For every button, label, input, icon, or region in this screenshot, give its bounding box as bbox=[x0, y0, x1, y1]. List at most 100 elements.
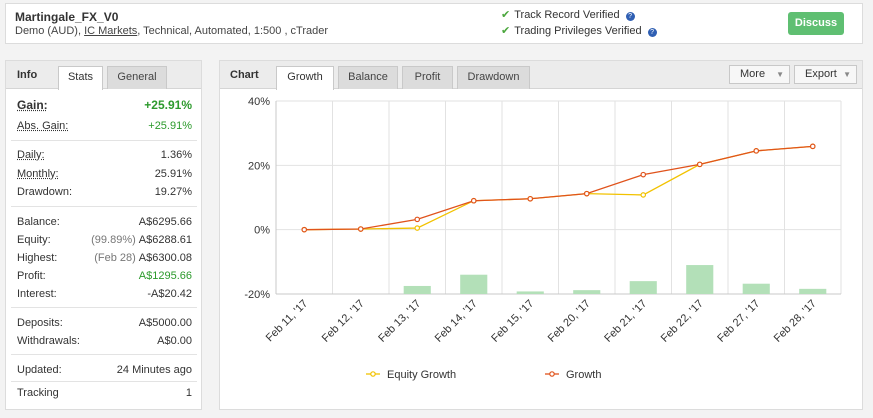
more-label: More bbox=[740, 68, 766, 80]
data-point bbox=[414, 216, 421, 223]
check-icon: ✔ bbox=[501, 25, 511, 37]
trading-privileges-verified: ✔ Trading Privileges Verified? bbox=[501, 24, 657, 37]
deposits-value: A$5000.00 bbox=[138, 317, 192, 329]
interest-label: Interest: bbox=[17, 288, 57, 300]
chart-panel-label: Chart bbox=[230, 69, 259, 81]
monthly-label[interactable]: Monthly: bbox=[17, 168, 59, 180]
bar bbox=[629, 281, 657, 294]
highest-value: A$6300.08 bbox=[138, 252, 192, 264]
balance-label: Balance: bbox=[17, 216, 60, 228]
data-point bbox=[527, 195, 534, 202]
data-point bbox=[414, 225, 421, 231]
abs-gain-label[interactable]: Abs. Gain: bbox=[17, 120, 69, 132]
data-point bbox=[809, 143, 816, 150]
account-subtitle: Demo (AUD), IC Markets, Technical, Autom… bbox=[15, 25, 328, 37]
withdrawals-value: A$0.00 bbox=[157, 335, 192, 347]
more-dropdown[interactable]: More ▼ bbox=[729, 65, 790, 84]
account-details: , Technical, Automated, 1:500 , cTrader bbox=[137, 25, 329, 37]
updated-row: Updated: 24 Minutes ago bbox=[17, 363, 192, 377]
tab-general[interactable]: General bbox=[107, 66, 167, 89]
tracking-label: Tracking bbox=[17, 387, 59, 399]
tab-drawdown[interactable]: Drawdown bbox=[457, 66, 530, 89]
chevron-down-icon: ▼ bbox=[776, 70, 784, 79]
x-tick-label: Feb 11, '17 bbox=[264, 298, 311, 345]
equity-row: Equity: (99.89%) A$6288.61 bbox=[17, 233, 192, 247]
legend-label: Equity Growth bbox=[387, 369, 456, 381]
data-point bbox=[640, 192, 647, 198]
profit-label: Profit: bbox=[17, 270, 46, 282]
data-point bbox=[470, 197, 477, 204]
abs-gain-value: +25.91% bbox=[148, 120, 192, 132]
legend-marker bbox=[549, 371, 555, 377]
highest-label: Highest: bbox=[17, 252, 58, 264]
data-point bbox=[583, 190, 590, 197]
export-label: Export bbox=[805, 68, 837, 80]
discuss-button[interactable]: Discuss bbox=[788, 12, 844, 35]
chevron-down-icon: ▼ bbox=[843, 70, 851, 79]
divider bbox=[11, 307, 197, 308]
y-tick-label: 40% bbox=[248, 96, 270, 108]
daily-row: Daily: 1.36% bbox=[17, 148, 192, 162]
growth-chart: 40%20%0%-20% Feb 11, '17 Feb 12, '17 Feb 1… bbox=[244, 96, 842, 381]
updated-label: Updated: bbox=[17, 364, 62, 376]
bar bbox=[742, 283, 770, 294]
divider bbox=[11, 206, 197, 207]
y-tick-label: -20% bbox=[244, 289, 270, 301]
series-line bbox=[304, 145, 813, 231]
equity-label: Equity: bbox=[17, 234, 51, 246]
account-type: Demo (AUD), bbox=[15, 25, 82, 37]
highest-date: (Feb 28) bbox=[94, 252, 136, 264]
drawdown-value: 19.27% bbox=[154, 186, 192, 198]
export-dropdown[interactable]: Export ▼ bbox=[794, 65, 857, 84]
bar bbox=[460, 274, 488, 294]
withdrawals-row: Withdrawals: A$0.00 bbox=[17, 334, 192, 348]
gain-row: Gain: +25.91% bbox=[17, 98, 192, 114]
bar bbox=[686, 265, 714, 294]
bar bbox=[403, 285, 431, 294]
tracking-value: 1 bbox=[185, 387, 192, 399]
x-tick-label: Feb 12, '17 bbox=[320, 298, 367, 345]
gain-value: +25.91% bbox=[144, 98, 192, 112]
help-icon[interactable]: ? bbox=[625, 12, 635, 21]
y-tick-label: 20% bbox=[248, 160, 270, 172]
x-tick-label: Feb 28, '17 bbox=[772, 298, 819, 345]
daily-label[interactable]: Daily: bbox=[17, 149, 45, 161]
x-tick-label: Feb 13, '17 bbox=[376, 298, 423, 345]
gain-label[interactable]: Gain: bbox=[17, 98, 48, 112]
bar bbox=[799, 288, 827, 294]
daily-value: 1.36% bbox=[160, 149, 192, 161]
track-record-verified: ✔ Track Record Verified? bbox=[501, 8, 635, 21]
drawdown-label: Drawdown: bbox=[17, 186, 73, 198]
x-tick-label: Feb 15, '17 bbox=[489, 298, 536, 345]
tab-balance[interactable]: Balance bbox=[338, 66, 398, 89]
divider bbox=[11, 381, 197, 382]
broker-link[interactable]: IC Markets bbox=[84, 25, 138, 37]
divider bbox=[11, 140, 197, 141]
divider bbox=[11, 354, 197, 355]
data-point bbox=[753, 148, 760, 154]
monthly-row: Monthly: 25.91% bbox=[17, 167, 192, 181]
tab-growth[interactable]: Growth bbox=[276, 66, 334, 90]
legend-marker bbox=[370, 371, 376, 377]
data-point bbox=[640, 171, 647, 178]
equity-percent: (99.89%) bbox=[91, 234, 136, 246]
help-icon[interactable]: ? bbox=[647, 28, 657, 37]
drawdown-row: Drawdown: 19.27% bbox=[17, 185, 192, 199]
x-tick-label: Feb 22, '17 bbox=[659, 298, 706, 345]
profit-value: A$1295.66 bbox=[138, 270, 192, 282]
updated-value: 24 Minutes ago bbox=[116, 364, 192, 376]
balance-row: Balance: A$6295.66 bbox=[17, 215, 192, 229]
balance-value: A$6295.66 bbox=[138, 216, 192, 228]
x-tick-label: Feb 27, '17 bbox=[715, 298, 762, 345]
tab-profit[interactable]: Profit bbox=[402, 66, 453, 89]
deposits-row: Deposits: A$5000.00 bbox=[17, 316, 192, 330]
info-tabs: Info Stats General bbox=[6, 61, 201, 90]
tab-stats[interactable]: Stats bbox=[58, 66, 103, 90]
interest-value: -A$20.42 bbox=[147, 288, 192, 300]
x-tick-label: Feb 20, '17 bbox=[546, 298, 593, 345]
chart-panel: Chart Growth Balance Profit Drawdown Mor… bbox=[219, 60, 863, 410]
x-tick-label: Feb 21, '17 bbox=[602, 298, 649, 345]
tracking-row: Tracking 1 bbox=[17, 386, 192, 400]
trading-privileges-label: Trading Privileges Verified bbox=[514, 25, 642, 37]
track-record-label: Track Record Verified bbox=[514, 9, 620, 21]
